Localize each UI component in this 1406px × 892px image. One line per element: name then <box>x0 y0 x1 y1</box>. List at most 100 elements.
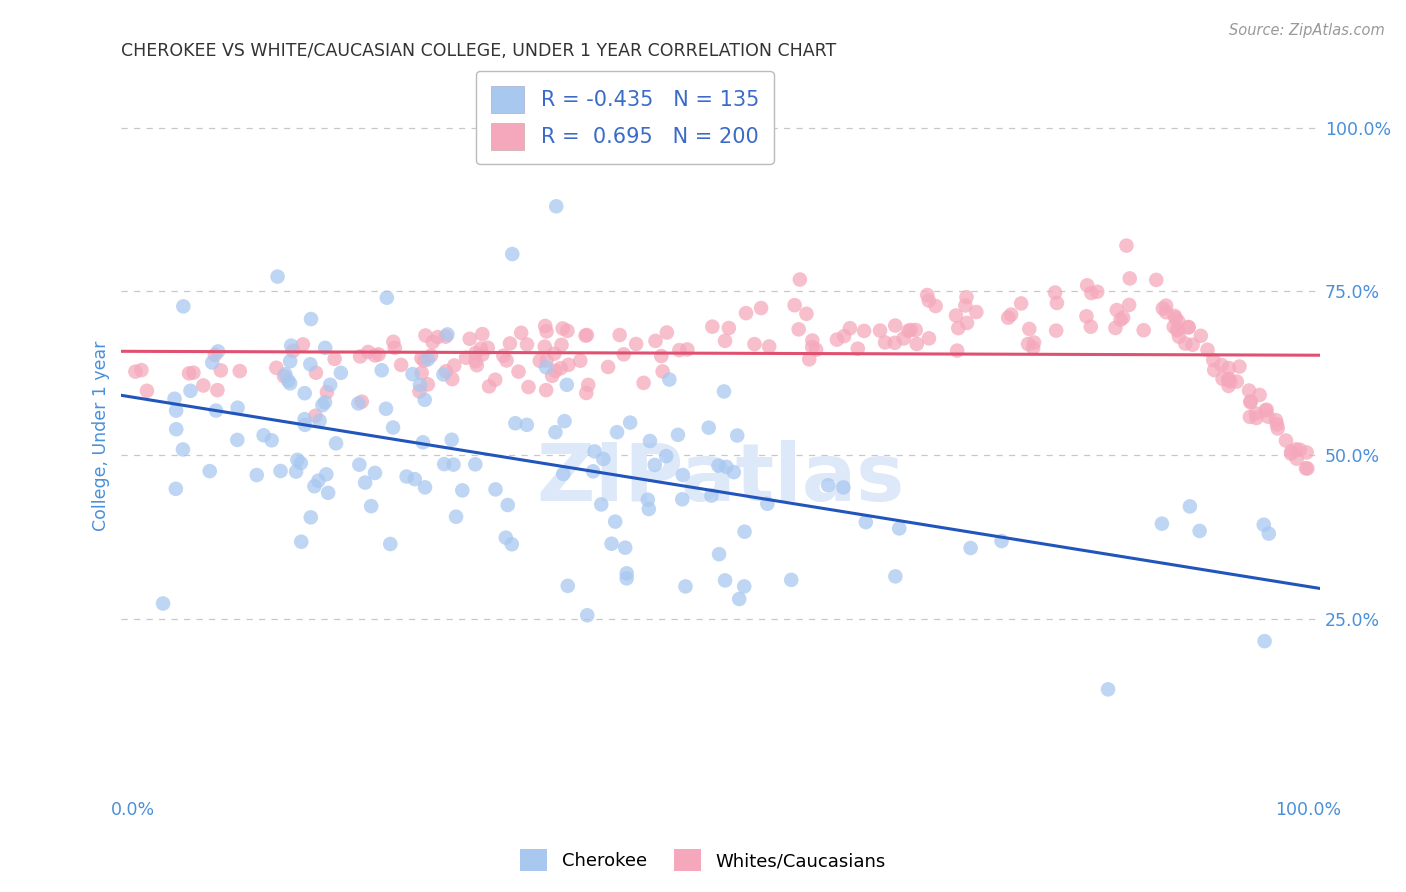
Point <box>204 348 226 362</box>
Point <box>1010 296 1032 310</box>
Point <box>832 480 855 494</box>
Point <box>1177 320 1199 334</box>
Point <box>426 330 449 344</box>
Point <box>382 334 405 349</box>
Point <box>347 396 370 410</box>
Point <box>357 345 380 359</box>
Point <box>1119 271 1142 285</box>
Point <box>314 395 336 409</box>
Point <box>544 364 567 378</box>
Point <box>477 341 499 355</box>
Point <box>470 342 492 356</box>
Point <box>1211 358 1233 372</box>
Point <box>443 458 465 472</box>
Point <box>1164 311 1187 326</box>
Point <box>1218 379 1240 393</box>
Point <box>853 324 876 338</box>
Point <box>375 401 398 416</box>
Point <box>832 329 855 343</box>
Point <box>226 433 249 447</box>
Point <box>600 537 623 551</box>
Point <box>668 343 690 357</box>
Point <box>551 321 574 335</box>
Point <box>569 353 592 368</box>
Point <box>744 337 766 351</box>
Point <box>413 480 436 494</box>
Point <box>804 343 827 357</box>
Point <box>416 377 439 392</box>
Point <box>655 449 678 463</box>
Point <box>1000 308 1022 322</box>
Point <box>401 367 423 381</box>
Point <box>997 310 1019 325</box>
Point <box>183 366 205 380</box>
Point <box>1267 421 1289 435</box>
Point <box>557 358 579 372</box>
Point <box>266 269 288 284</box>
Point <box>496 498 519 512</box>
Point <box>299 357 322 371</box>
Point <box>734 524 756 539</box>
Y-axis label: College, Under 1 year: College, Under 1 year <box>93 341 110 531</box>
Point <box>619 416 641 430</box>
Point <box>404 472 426 486</box>
Point <box>422 334 444 349</box>
Point <box>817 478 839 492</box>
Point <box>492 349 515 363</box>
Point <box>1167 314 1189 328</box>
Point <box>915 288 938 302</box>
Point <box>484 483 506 497</box>
Point <box>616 566 638 581</box>
Point <box>1296 461 1319 475</box>
Point <box>172 299 194 313</box>
Point <box>1166 323 1188 337</box>
Point <box>1239 409 1261 424</box>
Point <box>226 401 249 415</box>
Point <box>1253 517 1275 532</box>
Point <box>299 510 322 524</box>
Point <box>1288 442 1310 457</box>
Point <box>1046 296 1069 310</box>
Point <box>124 365 146 379</box>
Point <box>517 380 540 394</box>
Point <box>801 340 824 354</box>
Point <box>270 464 292 478</box>
Point <box>1265 417 1288 432</box>
Text: CHEROKEE VS WHITE/CAUCASIAN COLLEGE, UNDER 1 YEAR CORRELATION CHART: CHEROKEE VS WHITE/CAUCASIAN COLLEGE, UND… <box>121 42 837 60</box>
Point <box>478 379 501 393</box>
Point <box>707 458 730 473</box>
Point <box>415 328 437 343</box>
Point <box>441 372 464 386</box>
Point <box>918 293 941 308</box>
Point <box>609 328 631 343</box>
Point <box>758 339 780 353</box>
Point <box>557 324 579 338</box>
Point <box>550 361 572 376</box>
Point <box>285 465 308 479</box>
Point <box>637 502 659 516</box>
Point <box>1168 329 1191 343</box>
Point <box>780 573 803 587</box>
Point <box>1249 388 1271 402</box>
Point <box>1226 375 1249 389</box>
Point <box>308 414 330 428</box>
Point <box>1018 322 1040 336</box>
Point <box>644 458 666 472</box>
Point <box>575 386 598 401</box>
Point <box>1285 442 1308 457</box>
Point <box>409 378 432 392</box>
Point <box>165 403 187 417</box>
Point <box>311 398 333 412</box>
Point <box>412 435 434 450</box>
Point <box>550 338 572 352</box>
Point <box>471 347 494 361</box>
Point <box>606 425 628 440</box>
Point <box>1204 363 1226 377</box>
Point <box>655 326 678 340</box>
Point <box>596 359 619 374</box>
Point <box>714 574 737 588</box>
Point <box>1295 445 1317 459</box>
Point <box>592 452 614 467</box>
Point <box>624 337 647 351</box>
Point <box>471 327 494 342</box>
